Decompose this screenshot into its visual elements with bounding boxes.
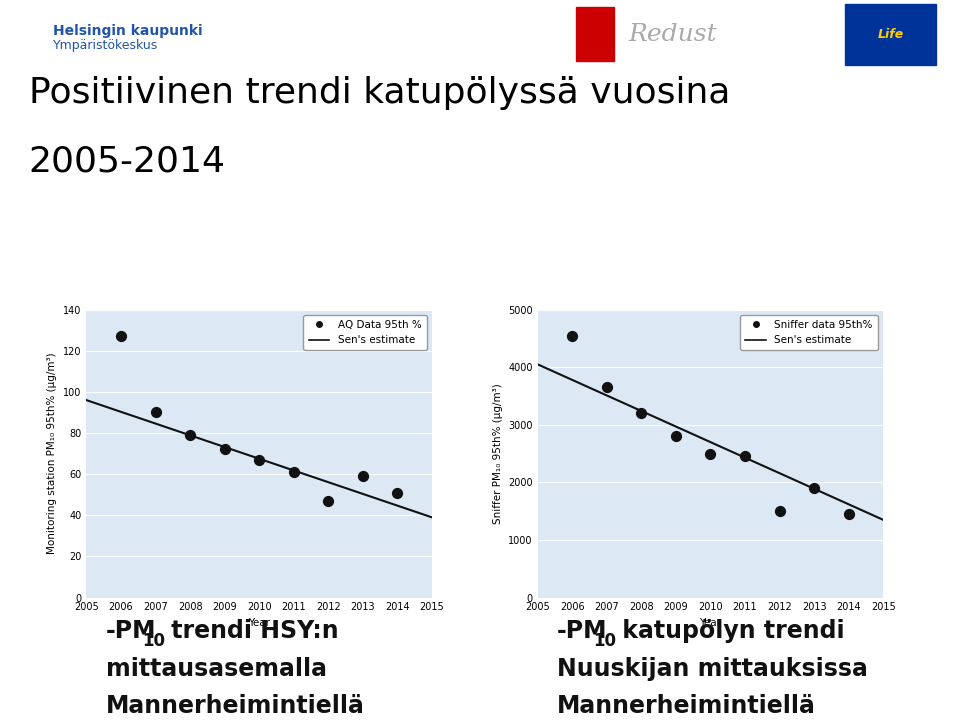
Legend: AQ Data 95th %, Sen's estimate: AQ Data 95th %, Sen's estimate [303, 315, 427, 351]
Point [286, 467, 301, 478]
Point [113, 330, 129, 342]
Text: 2005-2014: 2005-2014 [29, 144, 226, 178]
Text: Mannerheimintiellä: Mannerheimintiellä [557, 694, 816, 718]
Text: Redust: Redust [629, 23, 717, 45]
X-axis label: Year: Year [249, 618, 270, 628]
Text: trendi HSY:n: trendi HSY:n [163, 619, 339, 643]
Y-axis label: Monitoring station PM₁₀ 95th% (μg/m³): Monitoring station PM₁₀ 95th% (μg/m³) [47, 353, 58, 554]
Text: Positiivinen trendi katupölyssä vuosina: Positiivinen trendi katupölyssä vuosina [29, 76, 731, 109]
Point [668, 431, 684, 442]
Point [321, 495, 336, 507]
Text: Mannerheimintiellä: Mannerheimintiellä [106, 694, 365, 718]
Point [564, 330, 580, 341]
Text: Helsingin kaupunki: Helsingin kaupunki [53, 24, 203, 37]
Point [703, 448, 718, 459]
Point [599, 382, 614, 393]
Point [772, 505, 787, 517]
Text: -PM: -PM [106, 619, 156, 643]
Legend: Sniffer data 95th%, Sen's estimate: Sniffer data 95th%, Sen's estimate [740, 315, 878, 351]
Text: -PM: -PM [557, 619, 608, 643]
Point [355, 470, 371, 482]
Point [737, 451, 753, 462]
Text: Nuuskijan mittauksissa: Nuuskijan mittauksissa [557, 657, 868, 680]
Text: Ympäristökeskus: Ympäristökeskus [53, 38, 158, 52]
Text: mittausasemalla: mittausasemalla [106, 657, 326, 680]
Point [252, 454, 267, 466]
Text: 10: 10 [142, 632, 165, 650]
X-axis label: Year: Year [700, 618, 721, 628]
Point [182, 429, 198, 441]
Point [634, 408, 649, 419]
Text: katupölyn trendi: katupölyn trendi [614, 619, 845, 643]
Text: 10: 10 [593, 632, 616, 650]
Point [390, 487, 405, 498]
Text: Life: Life [877, 27, 903, 41]
Point [148, 407, 163, 418]
Point [806, 482, 822, 494]
Point [217, 444, 232, 455]
Point [841, 508, 856, 520]
Y-axis label: Sniffer PM₁₀ 95th% (μg/m³): Sniffer PM₁₀ 95th% (μg/m³) [492, 383, 502, 524]
